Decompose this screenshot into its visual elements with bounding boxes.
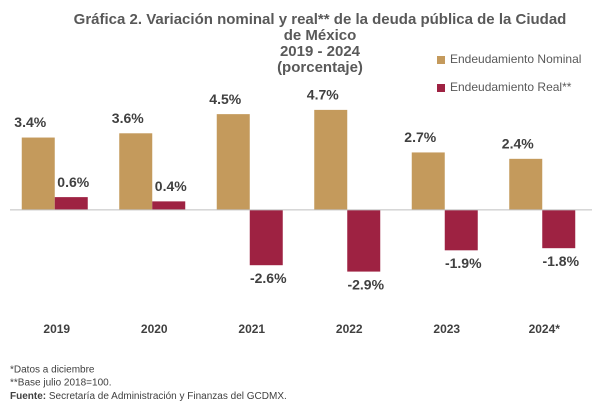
bar: [249, 209, 283, 266]
data-label: -2.9%: [347, 276, 384, 292]
data-label: 2.4%: [502, 136, 534, 152]
bar: [216, 114, 250, 210]
data-label: 3.6%: [112, 110, 144, 126]
legend-swatch: [437, 84, 445, 92]
bar: [444, 209, 478, 251]
bar: [411, 152, 445, 210]
x-tick-label: 2020: [141, 322, 168, 336]
x-tick-label: 2023: [433, 322, 460, 336]
bar: [509, 158, 543, 210]
footnote: *Datos a diciembre: [10, 365, 95, 376]
x-tick-label: 2021: [238, 322, 265, 336]
bar: [152, 201, 186, 210]
bar: [119, 133, 153, 210]
x-tick-label: 2019: [43, 322, 70, 336]
chart-title: Gráfica 2. Variación nominal y real** de…: [74, 11, 567, 28]
x-tick-label: 2024*: [529, 322, 561, 336]
bar: [347, 209, 381, 272]
legend-label: Endeudamiento Real**: [450, 80, 572, 94]
data-label: -1.9%: [445, 255, 482, 271]
data-label: 4.7%: [307, 87, 339, 103]
footnote: **Base julio 2018=100.: [10, 378, 111, 389]
data-label: 2.7%: [404, 129, 436, 145]
chart-title: (porcentaje): [277, 59, 363, 76]
data-label: -1.8%: [542, 253, 579, 269]
data-label: 4.5%: [209, 91, 241, 107]
bar: [54, 197, 88, 210]
legend-label: Endeudamiento Nominal: [450, 52, 581, 66]
source-label: Fuente:: [10, 391, 46, 402]
chart-title: 2019 - 2024: [280, 43, 361, 60]
legend-swatch: [437, 56, 445, 64]
chart-title: de México: [284, 27, 357, 44]
bar: [314, 109, 348, 210]
bar: [21, 137, 55, 210]
source: Fuente: Secretaría de Administración y F…: [10, 391, 287, 402]
data-label: -2.6%: [250, 270, 287, 286]
bar: [542, 209, 576, 249]
data-label: 3.4%: [14, 114, 46, 130]
data-label: 0.4%: [155, 178, 187, 194]
x-tick-label: 2022: [336, 322, 363, 336]
source-text: Secretaría de Administración y Finanzas …: [49, 391, 287, 402]
data-label: 0.6%: [57, 174, 89, 190]
